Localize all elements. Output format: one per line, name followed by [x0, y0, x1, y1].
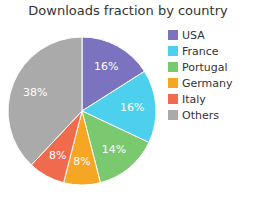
title: Downloads fraction by country	[28, 3, 228, 18]
slice	[8, 37, 82, 165]
legend-item: USA	[168, 29, 205, 42]
data-label: 8%	[73, 155, 90, 168]
data-labels: 16% 16% 14% 8% 8% 38%	[23, 60, 144, 167]
legend-label: Portugal	[182, 61, 228, 74]
legend-item: Italy	[168, 93, 206, 106]
legend-label: Germany	[182, 77, 233, 90]
legend-item: France	[168, 45, 219, 58]
legend-item: Germany	[168, 77, 233, 90]
legend-label: France	[182, 45, 219, 58]
data-label: 16%	[94, 60, 118, 73]
legend-label: Italy	[182, 93, 206, 106]
chart: Downloads fraction by country 16% 16% 14% 8%…	[0, 0, 256, 197]
legend-swatch	[168, 62, 178, 72]
data-label: 14%	[102, 143, 126, 156]
data-label: 16%	[120, 101, 144, 114]
legend: USA France Portugal Germany Italy Others	[168, 29, 233, 122]
legend-swatch	[168, 94, 178, 104]
legend-item: Portugal	[168, 61, 228, 74]
pie	[8, 37, 156, 185]
legend-label: USA	[182, 29, 205, 42]
legend-swatch	[168, 78, 178, 88]
legend-item: Others	[168, 109, 219, 122]
legend-swatch	[168, 46, 178, 56]
legend-label: Others	[182, 109, 219, 122]
data-label: 38%	[23, 86, 47, 99]
legend-swatch	[168, 30, 178, 40]
data-label: 8%	[49, 149, 66, 162]
legend-swatch	[168, 110, 178, 120]
